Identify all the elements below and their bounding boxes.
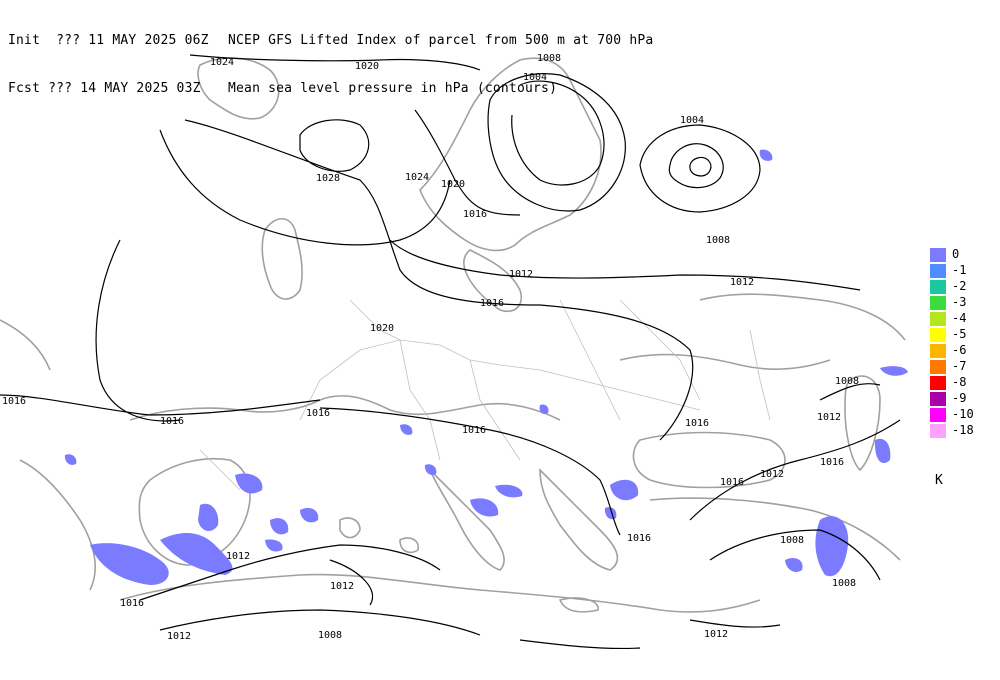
isobar-label: 1016 — [720, 477, 744, 488]
map-header: Init ??? 11 MAY 2025 06Z NCEP GFS Lifted … — [8, 1, 653, 113]
isobar-label: 1016 — [480, 298, 504, 309]
isobars — [0, 54, 901, 650]
isobar-label: 1020 — [355, 61, 379, 72]
legend-swatch — [930, 264, 946, 278]
legend-swatch — [930, 408, 946, 422]
legend-swatch — [930, 328, 946, 342]
isobar-label: 1012 — [330, 581, 354, 592]
legend-swatch — [930, 392, 946, 406]
isobar-label: 1020 — [441, 179, 465, 190]
isobar-label: 1008 — [706, 235, 730, 246]
legend-swatch — [930, 344, 946, 358]
isobar-label: 1016 — [306, 408, 330, 419]
isobar-label: 1016 — [820, 457, 844, 468]
isobar-label: 1016 — [160, 416, 184, 427]
country-borders — [199, 299, 771, 491]
isobar-label: 1012 — [704, 629, 728, 640]
isobar-label: 1012 — [509, 269, 533, 280]
legend-label: -4 — [952, 311, 967, 325]
legend-label: -1 — [952, 263, 967, 277]
legend-label: -8 — [952, 375, 967, 389]
legend-swatch — [930, 248, 946, 262]
legend-label: -6 — [952, 343, 967, 357]
isobar-label: 1008 — [832, 578, 856, 589]
isobar-label: 1024 — [210, 57, 234, 68]
isobar-label: 1016 — [627, 533, 651, 544]
isobar-label: 1012 — [226, 551, 250, 562]
isobar-label: 1028 — [316, 173, 340, 184]
legend-label: -9 — [952, 391, 967, 405]
legend-swatch — [930, 376, 946, 390]
legend-swatch — [930, 360, 946, 374]
contour-description: Mean sea level pressure in hPa (contours… — [228, 81, 558, 96]
legend-unit: K — [935, 473, 943, 488]
header-line-1: Init ??? 11 MAY 2025 06Z NCEP GFS Lifted … — [8, 33, 653, 49]
legend-label: -3 — [952, 295, 967, 309]
legend-label: -18 — [952, 423, 974, 437]
isobar-label: 1004 — [523, 72, 547, 83]
legend-swatch — [930, 296, 946, 310]
isobar-labels: 1024 1020 1028 1024 1020 1008 1004 1004 … — [2, 53, 859, 642]
legend-label: 0 — [952, 247, 960, 261]
lifted-index-shading — [64, 149, 908, 585]
isobar-label: 1020 — [370, 323, 394, 334]
legend-swatch — [930, 424, 946, 438]
coastlines — [0, 57, 906, 613]
isobar-label: 1024 — [405, 172, 429, 183]
isobar-label: 1016 — [120, 598, 144, 609]
isobar-label: 1008 — [318, 630, 342, 641]
isobar-label: 1004 — [680, 115, 704, 126]
product-title: NCEP GFS Lifted Index of parcel from 500… — [228, 33, 654, 48]
isobar-label: 1012 — [730, 277, 754, 288]
isobar-label: 1008 — [780, 535, 804, 546]
legend-swatch — [930, 280, 946, 294]
isobar-label: 1016 — [685, 418, 709, 429]
legend-label: -10 — [952, 407, 974, 421]
isobar-label: 1012 — [817, 412, 841, 423]
header-line-2: Fcst ??? 14 MAY 2025 03Z Mean sea level p… — [8, 81, 653, 97]
legend-swatch — [930, 312, 946, 326]
legend-label: -5 — [952, 327, 967, 341]
isobar-label: 1008 — [835, 376, 859, 387]
isobar-label: 1016 — [2, 396, 26, 407]
legend-label: -7 — [952, 359, 967, 373]
isobar-label: 1008 — [537, 53, 561, 64]
init-time: Init ??? 11 MAY 2025 06Z — [8, 33, 209, 48]
isobar-label: 1012 — [760, 469, 784, 480]
isobar-label: 1016 — [463, 209, 487, 220]
isobar-label: 1012 — [167, 631, 191, 642]
legend-label: -2 — [952, 279, 967, 293]
isobar-label: 1016 — [462, 425, 486, 436]
forecast-time: Fcst ??? 14 MAY 2025 03Z — [8, 81, 201, 96]
